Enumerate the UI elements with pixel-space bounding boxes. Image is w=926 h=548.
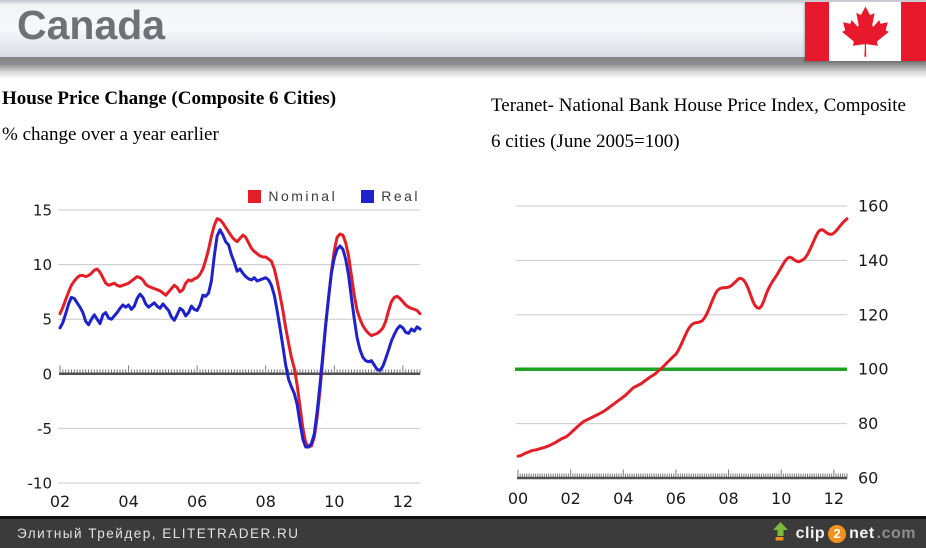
page-title: Canada — [17, 2, 166, 48]
left-chart-legend: Nominal Real — [0, 187, 420, 205]
footer: Элитный Трейдер, ELITETRADER.RU clip 2 n… — [0, 516, 926, 548]
logo-clip-text: clip — [795, 524, 826, 542]
svg-text:02: 02 — [50, 492, 70, 511]
svg-text:08: 08 — [718, 489, 738, 508]
svg-text:12: 12 — [824, 489, 844, 508]
svg-text:12: 12 — [393, 492, 413, 511]
svg-text:04: 04 — [613, 489, 633, 508]
teranet-index-chart: 160 140 120 100 80 60 00 02 04 06 08 10 12 — [508, 197, 889, 509]
svg-text:0: 0 — [42, 365, 52, 383]
clip2net-logo[interactable]: clip 2 net .com — [772, 521, 916, 546]
svg-text:08: 08 — [256, 492, 276, 511]
svg-text:140: 140 — [858, 251, 889, 270]
right-chart-title-line2: 6 cities (June 2005=100) — [491, 131, 680, 152]
svg-text:04: 04 — [118, 492, 138, 511]
svg-text:00: 00 — [508, 489, 528, 508]
real-swatch-icon — [361, 189, 375, 203]
svg-text:10: 10 — [771, 489, 791, 508]
svg-text:15: 15 — [33, 202, 52, 220]
svg-text:160: 160 — [858, 197, 889, 216]
nominal-swatch-icon — [248, 189, 262, 203]
svg-text:02: 02 — [560, 489, 580, 508]
right-chart-title: Teranet- National Bank House Price Index… — [491, 88, 926, 160]
header-divider — [0, 57, 926, 79]
right-chart-title-line1: Teranet- National Bank House Price Index… — [491, 95, 906, 116]
left-chart-subtitle: % change over a year earlier — [2, 124, 219, 145]
svg-text:10: 10 — [324, 492, 344, 511]
svg-text:10: 10 — [33, 256, 52, 274]
legend-label-nominal: Nominal — [268, 188, 338, 204]
svg-text:80: 80 — [858, 414, 878, 433]
legend-item-nominal: Nominal — [248, 188, 337, 204]
header — [0, 0, 926, 57]
svg-text:06: 06 — [666, 489, 686, 508]
left-chart-title: House Price Change (Composite 6 Cities) — [2, 88, 337, 109]
footer-credit: Элитный Трейдер, ELITETRADER.RU — [17, 526, 300, 541]
upload-arrow-icon — [772, 521, 789, 546]
legend-item-real: Real — [361, 188, 420, 204]
logo-2-badge: 2 — [828, 524, 847, 543]
svg-text:06: 06 — [187, 492, 207, 511]
logo-net-text: net — [849, 524, 875, 542]
legend-label-real: Real — [381, 188, 420, 204]
svg-text:5: 5 — [42, 311, 52, 329]
svg-text:-5: -5 — [37, 420, 52, 438]
svg-text:60: 60 — [858, 469, 878, 488]
canada-flag-icon — [805, 2, 926, 61]
svg-text:120: 120 — [858, 305, 889, 324]
svg-text:-10: -10 — [28, 475, 53, 493]
svg-text:100: 100 — [858, 360, 889, 379]
logo-dotcom-text: .com — [876, 524, 916, 542]
